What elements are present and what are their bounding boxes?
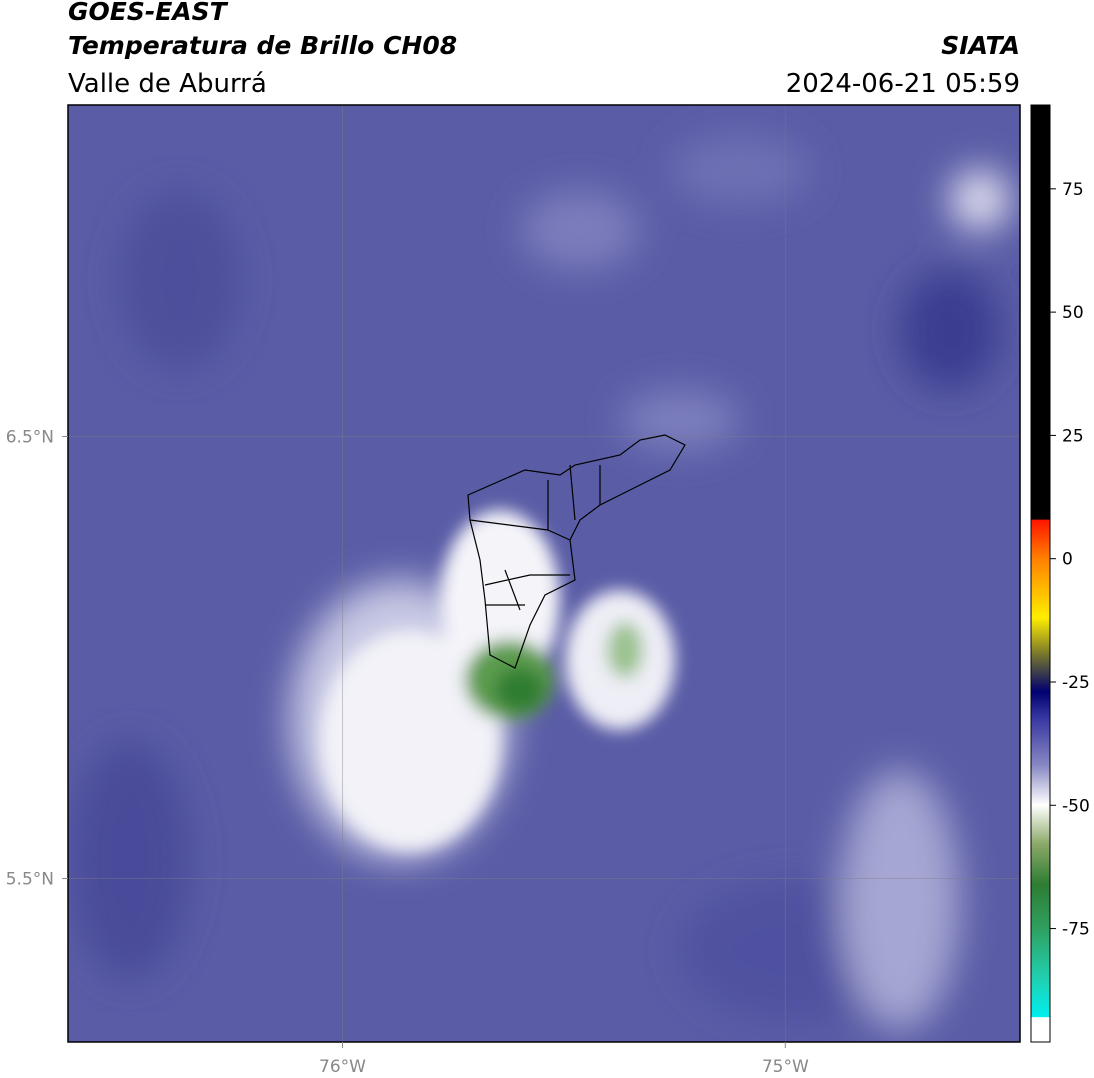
colorbar-tick-label: 25 [1062, 426, 1084, 446]
source: SIATA [941, 31, 1020, 60]
colorbar-tick-label: -75 [1062, 920, 1090, 940]
colorbar-tick-label: -50 [1062, 796, 1090, 816]
datetime: 2024-06-21 05:59 [786, 69, 1020, 99]
title: GOES-EAST [68, 0, 229, 26]
region: Valle de Aburrá [68, 69, 267, 99]
colorbar-tick-label: 50 [1062, 303, 1084, 323]
colorbar-tick-label: 75 [1062, 180, 1084, 200]
colorbar-tick-label: -25 [1062, 673, 1090, 693]
map [68, 105, 1020, 1042]
subtitle: Temperatura de Brillo CH08 [68, 31, 457, 60]
y-tick-label: 6.5°N [6, 427, 54, 447]
y-tick-label: 5.5°N [6, 869, 54, 889]
x-tick-label: 76°W [319, 1057, 366, 1077]
x-tick-label: 75°W [762, 1057, 809, 1077]
colorbar-tick-label: 0 [1062, 550, 1073, 570]
colorbar [1030, 104, 1051, 1043]
map-frame [67, 104, 1021, 1043]
